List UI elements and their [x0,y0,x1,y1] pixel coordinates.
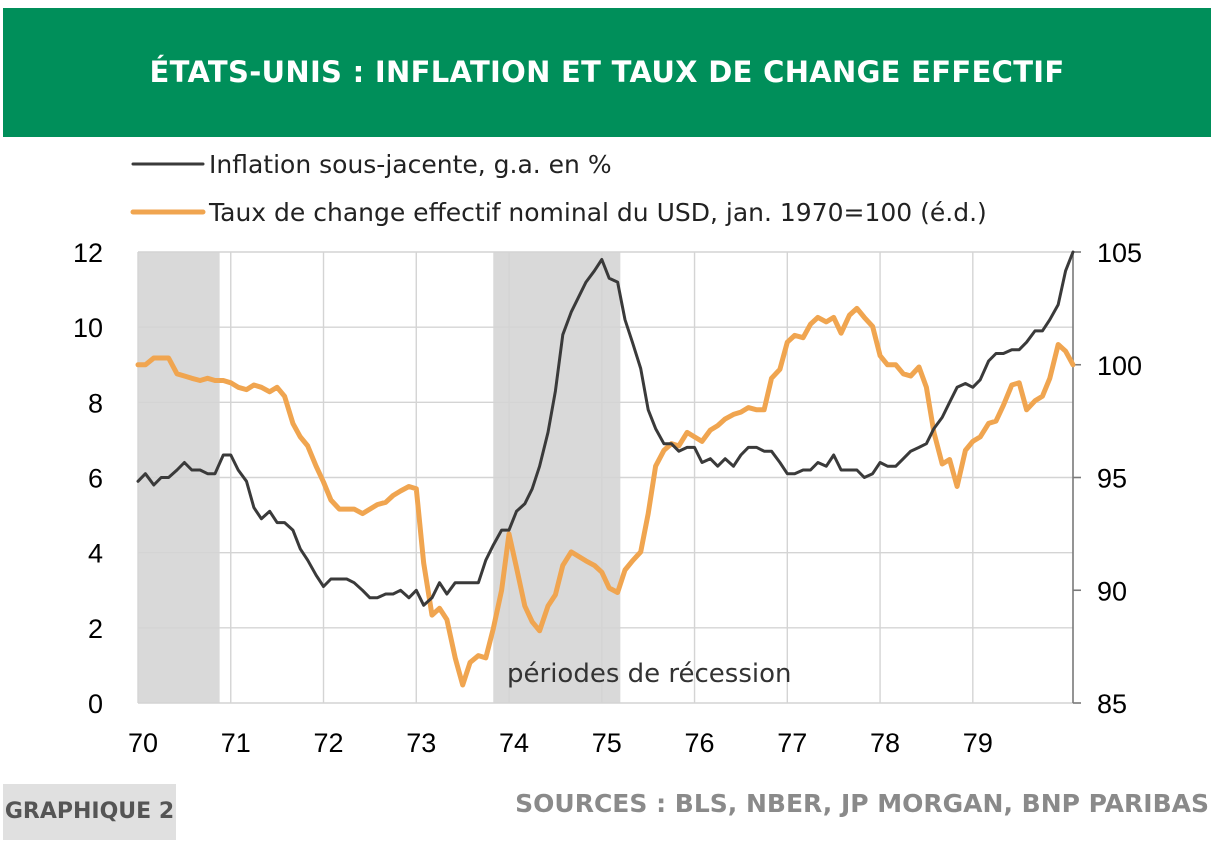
legend: Inflation sous-jacente, g.a. en % Taux de… [130,150,987,227]
badge-label: GRAPHIQUE 2 [4,799,175,824]
x-tick-label-2: 72 [313,728,343,758]
chart-number-badge: GRAPHIQUE 2 [3,784,176,840]
right-tick-label-4: 105 [1097,238,1142,268]
x-tick-label-5: 75 [592,728,622,758]
right-tick-label-3: 100 [1097,351,1142,381]
right-tick-label-2: 95 [1097,464,1127,494]
recession-annotation: périodes de récession [507,659,792,689]
inflation-line [136,250,1075,607]
series-lines [135,250,1076,688]
left-tick-label-4: 8 [88,388,103,418]
legend-label-0: Inflation sous-jacente, g.a. en % [209,150,612,179]
chart: 85 90 95 100 105 0 2 4 6 8 10 12 70 71 72 73 74 75 76 77 78 7… [73,150,1142,758]
title-banner: ÉTATS-UNIS : INFLATION ET TAUX DE CHANGE… [3,8,1211,137]
x-tick-label-0: 70 [128,728,158,758]
left-tick-label-3: 6 [88,464,103,494]
axes: 85 90 95 100 105 0 2 4 6 8 10 12 70 71 72 73 74 75 76 77 78 7… [73,238,1142,758]
x-tick-label-9: 79 [963,728,993,758]
left-tick-label-1: 2 [88,614,103,644]
legend-label-1: Taux de change effectif nominal du USD, … [208,198,987,227]
left-tick-label-6: 12 [73,238,103,268]
left-tick-label-5: 10 [73,313,103,343]
x-tick-label-3: 73 [406,728,436,758]
right-tick-label-1: 90 [1097,576,1127,606]
gridlines [137,251,1073,704]
chart-title: ÉTATS-UNIS : INFLATION ET TAUX DE CHANGE… [149,55,1065,89]
x-tick-label-1: 71 [221,728,251,758]
right-tick-label-0: 85 [1097,689,1127,719]
x-tick-label-8: 78 [870,728,900,758]
x-tick-label-6: 76 [685,728,715,758]
exchange-rate-line [135,305,1076,688]
left-tick-label-2: 4 [88,539,103,569]
x-tick-label-7: 77 [777,728,807,758]
x-tick-label-4: 74 [499,728,529,758]
left-tick-label-0: 0 [88,689,103,719]
sources-note: SOURCES : BLS, NBER, JP MORGAN, BNP PARI… [515,789,1209,818]
